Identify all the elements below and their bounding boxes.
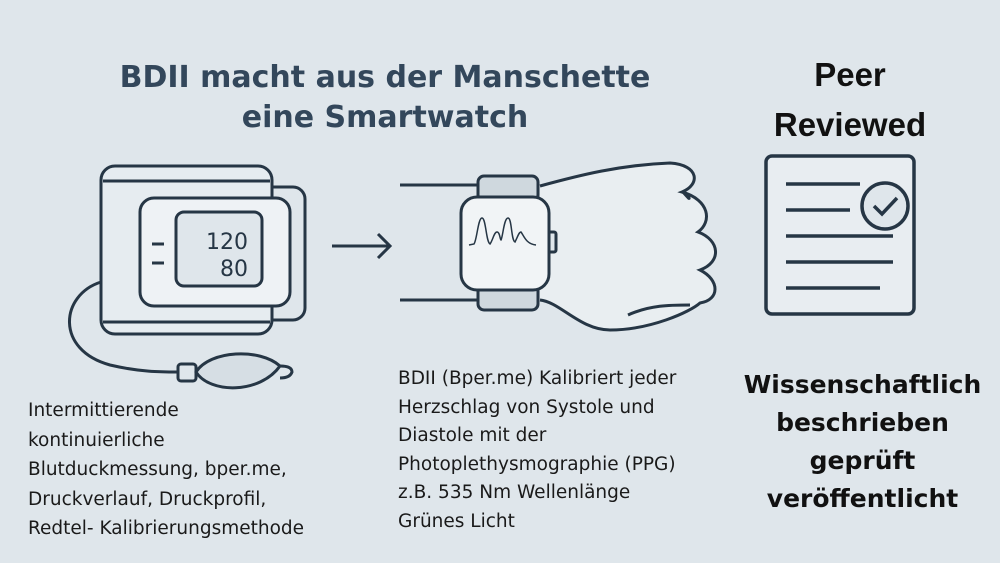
text-line: geprüft: [809, 446, 916, 475]
text-line: veröffentlicht: [766, 484, 959, 513]
text-line: z.B. 535 Nm Wellenlänge: [398, 482, 631, 504]
text-line: kontinuierliche: [28, 429, 165, 451]
systolic-value: 120: [206, 230, 248, 255]
smartwatch-description: BDII (Bper.me) Kalibriert jeder Herzschl…: [398, 365, 676, 537]
title-line: eine Smartwatch: [241, 100, 529, 135]
cuff-description: Intermittierende kontinuierliche Blutduc…: [28, 396, 304, 544]
page-title: BDII macht aus der Manschette eine Smart…: [60, 58, 710, 138]
peer-reviewed-heading: Peer Reviewed: [740, 50, 960, 150]
text-line: Grünes Licht: [398, 510, 515, 532]
peer-line: Peer: [814, 56, 886, 93]
smartwatch-wrist-icon: [400, 161, 717, 332]
text-line: Intermittierende: [28, 400, 179, 421]
text-line: Photoplethysmographie (PPG): [398, 453, 676, 475]
text-line: Wissenschaftlich: [743, 370, 982, 399]
document-check-icon: [764, 154, 916, 316]
title-line: BDII macht aus der Manschette: [119, 60, 651, 95]
peer-line: Reviewed: [773, 106, 927, 143]
scientific-description: Wissenschaftlich beschrieben geprüft ver…: [740, 366, 985, 518]
blood-pressure-cuff-icon: [68, 164, 307, 390]
arrow-right-icon: [332, 232, 393, 260]
text-line: Druckverlauf, Druckprofil,: [28, 488, 267, 510]
text-line: Redtel- Kalibrierungsmethode: [28, 518, 305, 539]
diastolic-value: 80: [220, 257, 248, 282]
text-line: BDII (Bper.me) Kalibriert jeder: [398, 368, 677, 389]
text-line: beschrieben: [776, 408, 949, 437]
text-line: Diastole mit der: [398, 425, 547, 447]
text-line: Herzschlag von Systole und: [398, 396, 655, 418]
text-line: Blutduckmessung, bper.me,: [28, 459, 287, 480]
